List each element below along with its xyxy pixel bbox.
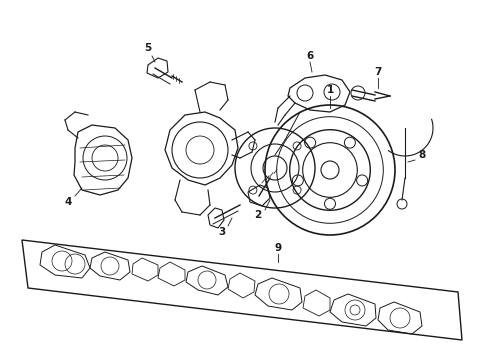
- Text: 3: 3: [219, 227, 225, 237]
- Text: 6: 6: [306, 51, 314, 61]
- Text: 7: 7: [374, 67, 382, 77]
- Text: 4: 4: [64, 197, 72, 207]
- Text: 9: 9: [274, 243, 282, 253]
- Text: 8: 8: [418, 150, 426, 160]
- Text: 2: 2: [254, 210, 262, 220]
- Text: 5: 5: [145, 43, 151, 53]
- Text: 1: 1: [326, 85, 334, 95]
